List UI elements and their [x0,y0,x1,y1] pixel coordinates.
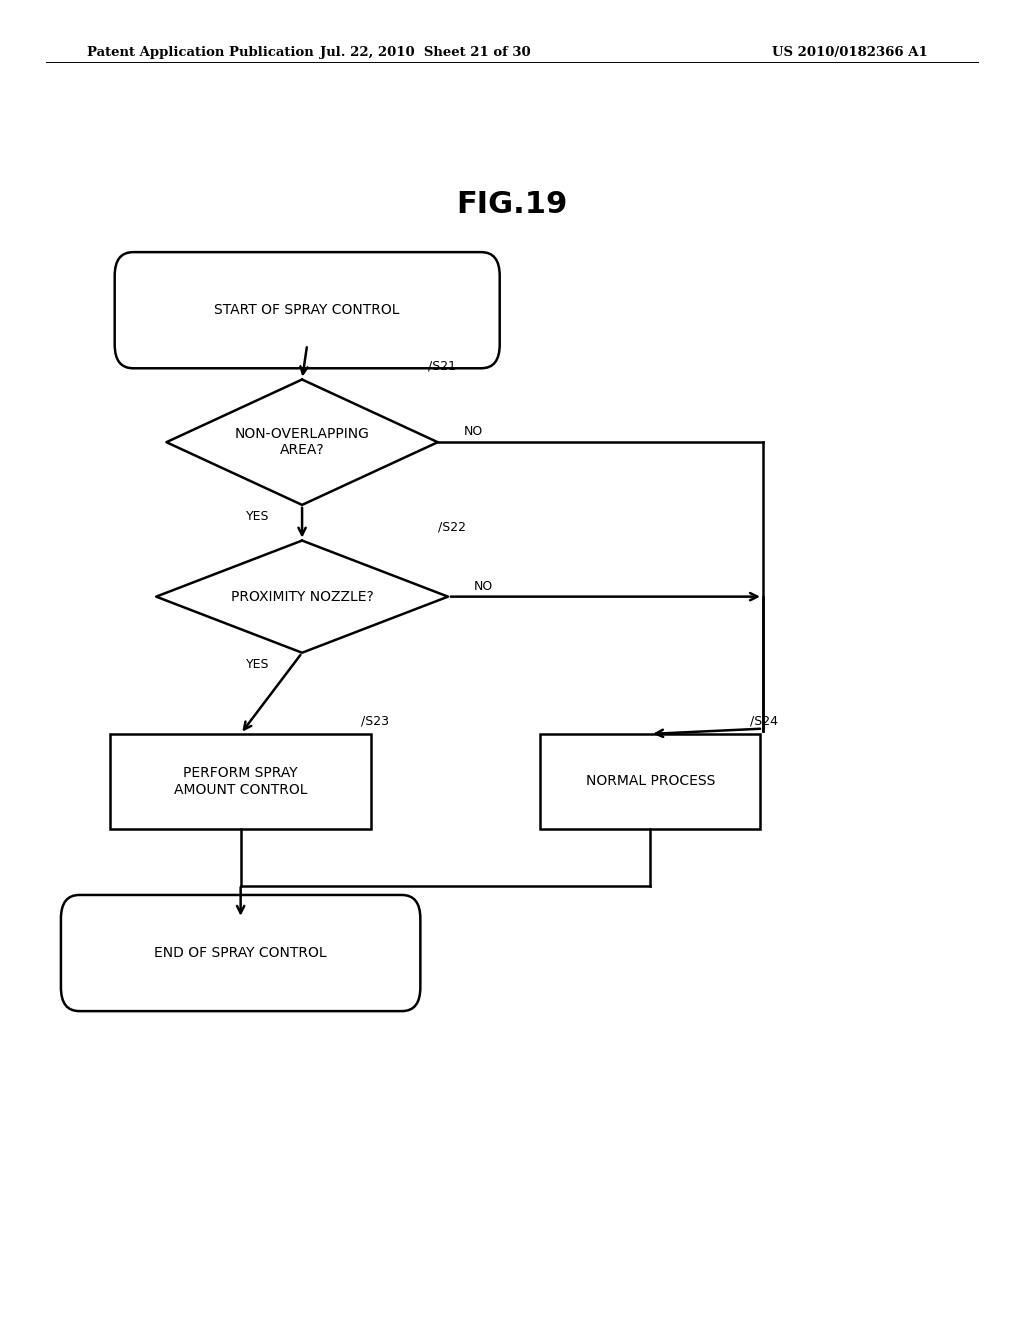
Text: /S23: /S23 [360,714,389,727]
Text: FIG.19: FIG.19 [457,190,567,219]
Text: /S22: /S22 [438,521,466,533]
Text: Patent Application Publication: Patent Application Publication [87,46,313,58]
Text: /S24: /S24 [750,714,778,727]
FancyBboxPatch shape [60,895,420,1011]
Text: END OF SPRAY CONTROL: END OF SPRAY CONTROL [155,946,327,960]
Text: NO: NO [463,425,482,438]
Bar [110,734,371,829]
Text: PERFORM SPRAY
AMOUNT CONTROL: PERFORM SPRAY AMOUNT CONTROL [174,767,307,796]
Text: NORMAL PROCESS: NORMAL PROCESS [586,775,715,788]
Text: Jul. 22, 2010  Sheet 21 of 30: Jul. 22, 2010 Sheet 21 of 30 [319,46,530,58]
Text: NON-OVERLAPPING
AREA?: NON-OVERLAPPING AREA? [234,428,370,457]
Text: YES: YES [246,510,269,523]
Text: START OF SPRAY CONTROL: START OF SPRAY CONTROL [214,304,400,317]
Text: NO: NO [473,579,493,593]
Bar [541,734,760,829]
FancyBboxPatch shape [115,252,500,368]
Text: PROXIMITY NOZZLE?: PROXIMITY NOZZLE? [230,590,374,603]
Text: YES: YES [246,657,269,671]
Text: /S21: /S21 [428,360,456,372]
Text: US 2010/0182366 A1: US 2010/0182366 A1 [772,46,928,58]
